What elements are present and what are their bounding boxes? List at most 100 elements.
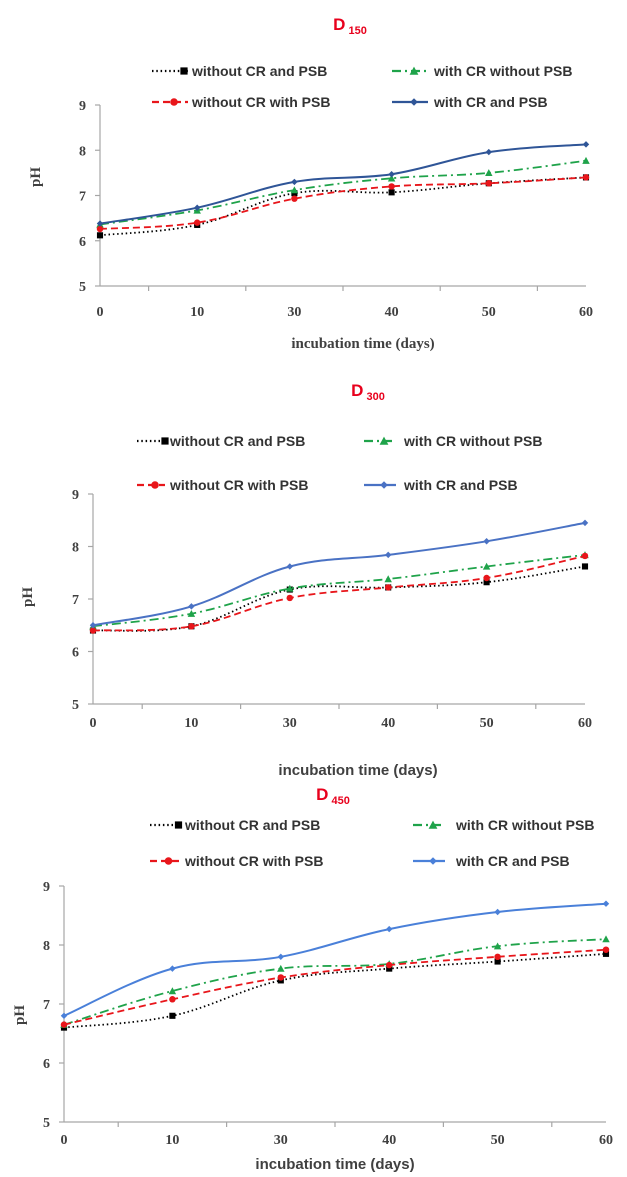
data-point xyxy=(602,900,610,907)
legend-swatch-marker xyxy=(429,857,437,865)
chart-1: D 150 without CR and PSB with CR without PS… xyxy=(28,15,593,352)
legend-item: with CR without PSB xyxy=(364,433,542,449)
x-tick-label: 30 xyxy=(274,1133,288,1148)
data-point xyxy=(96,220,104,227)
data-point xyxy=(188,623,195,630)
y-tick-label: 7 xyxy=(79,190,86,205)
data-point xyxy=(581,519,589,527)
series-1 xyxy=(89,563,589,634)
series-line xyxy=(99,176,587,237)
data-point xyxy=(385,925,393,933)
x-tick-label: 40 xyxy=(381,716,395,731)
series-group xyxy=(89,519,589,634)
axes: 5 6 7 8 9 0 10 30 40 50 60 xyxy=(79,99,593,320)
legend-label: with CR and PSB xyxy=(433,94,548,110)
data-point xyxy=(89,627,97,634)
x-tick-label: 60 xyxy=(599,1133,613,1148)
y-tick-label: 7 xyxy=(72,593,79,608)
data-point xyxy=(387,174,396,182)
series-line xyxy=(99,176,587,230)
data-point xyxy=(485,169,493,177)
legend-item: with CR without PSB xyxy=(392,63,572,79)
x-tick-label: 30 xyxy=(287,305,301,320)
legend-item: without CR and PSB xyxy=(152,63,327,79)
series-3 xyxy=(60,946,610,1028)
data-point xyxy=(290,186,299,194)
legend-item: with CR without PSB xyxy=(413,817,594,833)
y-tick-label: 5 xyxy=(43,1116,50,1131)
chart-title: D 450 xyxy=(316,785,350,807)
data-point xyxy=(602,946,610,953)
series-line xyxy=(99,159,587,226)
x-tick-label: 50 xyxy=(480,716,494,731)
series-2 xyxy=(60,935,610,1028)
data-point xyxy=(494,958,501,965)
legend-label: without CR with PSB xyxy=(191,94,330,110)
data-point xyxy=(384,551,392,559)
data-point xyxy=(277,953,285,961)
x-tick-label: 30 xyxy=(283,716,297,731)
legend-swatch-marker xyxy=(161,437,169,445)
y-tick-label: 6 xyxy=(72,646,79,661)
chart-title-main: D xyxy=(333,15,345,34)
data-point xyxy=(277,964,285,972)
data-point xyxy=(286,563,294,570)
x-axis-title: incubation time (days) xyxy=(291,336,434,352)
chart-title: D 150 xyxy=(333,15,367,37)
series-4 xyxy=(89,519,589,629)
legend-label: with CR and PSB xyxy=(403,477,518,493)
x-tick-label: 50 xyxy=(482,305,496,320)
series-2 xyxy=(89,551,589,630)
legend-swatch-marker xyxy=(409,66,419,75)
legend-swatch-marker xyxy=(379,436,389,445)
x-tick-label: 60 xyxy=(579,305,593,320)
series-3 xyxy=(89,552,589,634)
legend-label: with CR without PSB xyxy=(455,817,594,833)
series-2 xyxy=(96,156,590,228)
chart-title-subscript: 150 xyxy=(348,25,366,37)
data-point xyxy=(168,987,177,995)
y-tick-label: 6 xyxy=(43,1057,50,1072)
legend: without CR and PSB with CR without PSB wit… xyxy=(137,433,542,493)
legend-item: without CR with PSB xyxy=(150,853,323,869)
x-tick-label: 50 xyxy=(491,1133,505,1148)
data-point xyxy=(96,225,104,233)
axes: 5 6 7 8 9 0 10 30 40 50 60 xyxy=(72,488,592,731)
legend-item: with CR and PSB xyxy=(392,94,548,110)
series-line xyxy=(63,953,607,1029)
data-point xyxy=(60,1021,68,1028)
y-axis-title: pH xyxy=(28,167,44,187)
series-1 xyxy=(60,950,610,1031)
y-tick-label: 9 xyxy=(72,488,79,503)
data-point xyxy=(388,189,395,196)
series-line xyxy=(63,948,607,1026)
chart-title-main: D xyxy=(316,785,328,804)
y-tick-label: 6 xyxy=(79,235,86,250)
x-axis-title: incubation time (days) xyxy=(255,1156,414,1173)
data-point xyxy=(485,148,493,156)
data-point xyxy=(385,961,393,969)
data-point xyxy=(277,974,285,981)
legend-swatch-marker xyxy=(174,821,183,829)
legend-label: with CR without PSB xyxy=(433,63,572,79)
legend-swatch-marker xyxy=(380,481,388,489)
data-point xyxy=(169,1012,176,1019)
legend-swatch-marker xyxy=(170,98,178,106)
y-tick-label: 9 xyxy=(79,99,86,114)
legend-item: with CR and PSB xyxy=(413,853,570,869)
legend-item: without CR with PSB xyxy=(137,477,308,493)
legend-label: without CR and PSB xyxy=(169,433,305,449)
data-point xyxy=(169,996,176,1003)
chart-title-subscript: 300 xyxy=(366,391,384,403)
y-tick-label: 8 xyxy=(79,144,86,159)
chart-title-main: D xyxy=(351,381,363,400)
legend-swatch-marker xyxy=(164,857,173,865)
series-line xyxy=(63,902,607,1017)
x-tick-label: 10 xyxy=(184,716,198,731)
legend-swatch-marker xyxy=(410,98,418,106)
series-group xyxy=(60,900,610,1031)
data-point xyxy=(286,594,294,602)
data-point xyxy=(388,171,395,178)
data-point xyxy=(169,965,176,972)
data-point xyxy=(193,219,201,226)
